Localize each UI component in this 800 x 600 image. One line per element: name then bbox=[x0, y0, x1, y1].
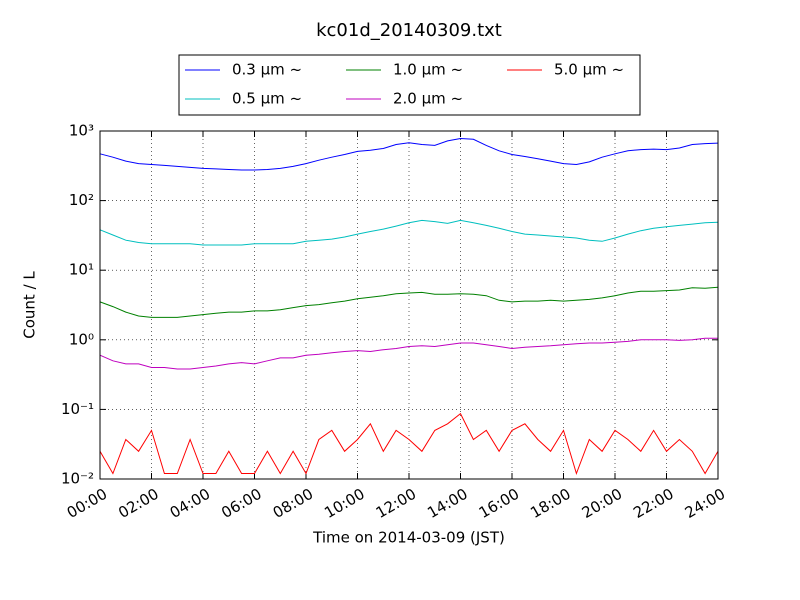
x-axis-label: Time on 2014-03-09 (JST) bbox=[312, 529, 505, 547]
y-tick-label: 10⁰ bbox=[69, 330, 94, 348]
series-line bbox=[99, 286, 719, 318]
plot-frame bbox=[99, 130, 719, 480]
legend-box bbox=[178, 54, 641, 116]
series-line bbox=[99, 219, 719, 246]
legend-label: 0.5 μm ~ bbox=[232, 90, 302, 108]
chart-title: kc01d_20140309.txt bbox=[316, 20, 502, 41]
y-tick-label: 10⁻¹ bbox=[61, 400, 94, 418]
y-tick-label: 10² bbox=[69, 191, 94, 209]
legend-label: 1.0 μm ~ bbox=[393, 61, 463, 79]
legend-label: 0.3 μm ~ bbox=[232, 61, 302, 79]
y-tick-label: 10³ bbox=[69, 122, 94, 140]
legend-label: 5.0 μm ~ bbox=[554, 61, 624, 79]
series-line bbox=[99, 137, 719, 171]
legend-label: 2.0 μm ~ bbox=[393, 90, 463, 108]
y-tick-label: 10¹ bbox=[69, 261, 94, 279]
y-tick-label: 10⁻² bbox=[61, 470, 94, 488]
series-line bbox=[99, 337, 718, 370]
series-line bbox=[99, 412, 719, 476]
y-axis-label: Count / L bbox=[21, 271, 39, 339]
